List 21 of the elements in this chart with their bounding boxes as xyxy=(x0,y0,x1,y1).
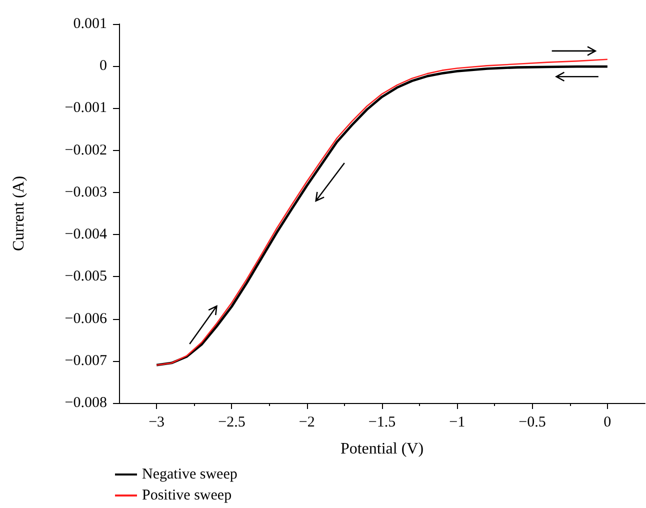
x-axis-title: Potential (V) xyxy=(340,440,424,458)
y-tick-label: −0.002 xyxy=(64,142,107,158)
x-tick-label: −2.5 xyxy=(218,414,246,430)
y-tick-label: −0.006 xyxy=(64,310,108,327)
y-tick-label: −0.007 xyxy=(64,352,108,369)
legend-label: Negative sweep xyxy=(142,466,238,482)
x-tick-label: −0.5 xyxy=(518,414,546,430)
x-tick-label: −2 xyxy=(298,414,315,430)
legend-label: Positive sweep xyxy=(142,488,232,504)
x-tick-label: −3 xyxy=(148,414,165,430)
y-tick-label: −0.003 xyxy=(64,184,107,200)
y-tick-label: −0.001 xyxy=(64,100,107,116)
y-tick-label: 0 xyxy=(100,58,107,74)
x-tick-label: 0 xyxy=(604,414,612,430)
y-tick-label: −0.008 xyxy=(64,395,107,411)
x-tick-label: −1 xyxy=(449,414,466,430)
y-axis-title: Current (A) xyxy=(10,176,28,252)
x-tick-label: −1.5 xyxy=(368,414,396,430)
y-tick-label: −0.004 xyxy=(64,226,108,243)
y-tick-label: −0.005 xyxy=(64,268,107,285)
y-tick-label: 0.001 xyxy=(73,16,107,32)
